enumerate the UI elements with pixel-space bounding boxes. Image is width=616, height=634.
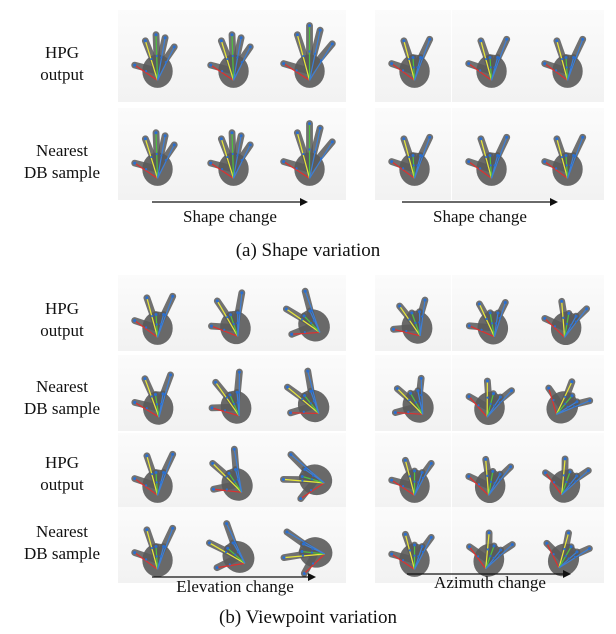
hand-depth-image [118,355,194,431]
hand-skeleton-icon [131,31,178,88]
hand-skeleton-icon [131,450,177,503]
hand-depth-image [194,433,270,509]
hand-skeleton-icon [207,31,254,88]
hand-depth-image [270,108,346,200]
hand-depth-image [452,108,528,200]
hand-skeleton-icon [541,35,587,88]
hand-skeleton-icon [390,296,433,344]
hand-skeleton-icon [388,530,435,577]
hand-depth-image [375,108,451,200]
hand-depth-image [194,10,270,102]
hand-depth-image [452,10,528,102]
shape-change-arrow-left [152,198,308,206]
hand-depth-image [528,275,604,351]
row-label-hpg-output: HPG output [40,43,84,84]
row-label-nearest-db-sample-elevation: Nearest DB sample [23,377,101,418]
hand-depth-image [194,108,270,200]
hand-skeleton-icon [280,528,333,577]
hand-skeleton-icon [545,378,594,424]
caption-viewpoint-variation: (b) Viewpoint variation [219,607,397,628]
hand-depth-image [270,507,346,583]
hand-skeleton-icon [542,455,592,503]
elevation-change-label: Elevation change [176,577,294,596]
hand-depth-image [118,275,194,351]
hand-skeleton-icon [388,456,435,503]
shape-change-arrow-right [402,198,558,206]
hand-depth-image [528,108,604,200]
hand-depth-image [194,355,270,431]
row-label-nearest-db-sample-azimuth: Nearest DB sample [23,522,101,563]
hand-depth-image [375,10,451,102]
elevation-change-arrow [152,573,316,581]
row-label-nearest-db-sample: Nearest DB sample [23,141,101,182]
hand-skeleton-icon [465,377,515,425]
hand-depth-image [118,108,194,200]
hand-skeleton-icon [131,292,177,345]
hand-depth-image [452,355,528,431]
hand-skeleton-icon [465,299,509,345]
hand-skeleton-icon [207,129,254,186]
hand-skeleton-icon [208,289,251,345]
hand-skeleton-icon [206,520,255,573]
hand-depth-image [452,433,528,509]
hand-skeleton-icon [543,529,593,577]
hand-skeleton-icon [388,35,434,88]
hand-depth-image [270,433,346,509]
hand-skeleton-icon [466,529,516,577]
hand-depth-image [118,507,194,583]
hand-depth-image [118,433,194,509]
hand-skeleton-icon [208,368,252,424]
hand-depth-image [375,433,451,509]
hand-skeleton-icon [465,35,511,88]
hand-skeleton-icon [284,367,330,423]
hand-skeleton-icon [131,371,174,425]
hand-depth-image [270,355,346,431]
hand-skeleton-icon [280,120,336,186]
hand-depth-image [194,507,270,583]
hand-depth-image [194,275,270,351]
row-label-hpg-output-elevation: HPG output [40,299,84,340]
hand-skeleton-icon [388,133,434,186]
hand-depth-image [375,275,451,351]
hand-depth-image [270,275,346,351]
azimuth-change-arrow [407,570,571,578]
hand-skeleton-icon [131,524,177,577]
hand-depth-image [452,507,528,583]
hand-depth-image [528,10,604,102]
hand-depth-image [118,10,194,102]
hand-skeleton-icon [209,445,253,501]
azimuth-change-label: Azimuth change [434,573,546,592]
hand-skeleton-icon [465,133,511,186]
hand-depth-image [452,275,528,351]
hand-skeleton-icon [541,297,591,346]
hand-depth-image [528,507,604,583]
row-label-hpg-output-azimuth: HPG output [40,453,84,494]
shape-change-label-left: Shape change [183,207,277,226]
hand-skeleton-icon [391,374,434,423]
hand-skeleton-icon [131,129,178,186]
hand-depth-image [375,355,451,431]
hand-depth-image [528,433,604,509]
hand-skeleton-icon [280,451,333,503]
hand-depth-image [528,355,604,431]
shape-change-label-right: Shape change [433,207,527,226]
hand-depth-image [270,10,346,102]
caption-shape-variation: (a) Shape variation [235,240,381,261]
hand-skeleton-icon [541,133,587,186]
hand-skeleton-icon [282,287,330,342]
hand-skeleton-icon [280,22,336,88]
hand-skeleton-icon [465,455,515,504]
hand-depth-image [375,507,451,583]
